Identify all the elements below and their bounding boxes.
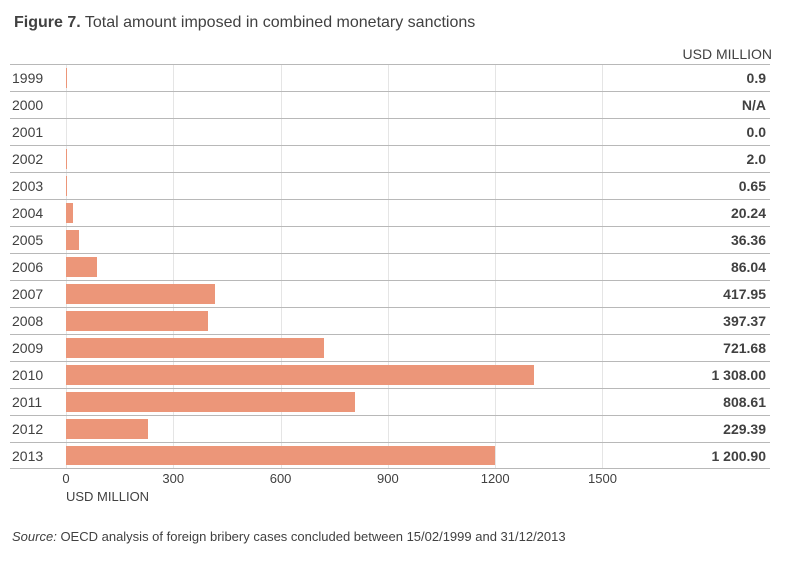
value-label: 397.37 xyxy=(674,313,770,329)
year-label: 2007 xyxy=(10,286,66,302)
year-label: 2012 xyxy=(10,421,66,437)
bar xyxy=(66,203,73,223)
x-axis-title: USD MILLION xyxy=(66,489,149,504)
bar xyxy=(66,284,215,304)
value-label: 2.0 xyxy=(674,151,770,167)
value-label: N/A xyxy=(674,97,770,113)
bar xyxy=(66,446,495,465)
x-tick-label: 0 xyxy=(62,471,69,486)
bar-chart: 1999 0.9 2000 N/A 2001 0.0 2002 2.0 2003 0.65 2004… xyxy=(10,64,770,503)
chart-row: 1999 0.9 xyxy=(10,64,770,91)
value-label: 0.65 xyxy=(674,178,770,194)
chart-row: 2010 1 308.00 xyxy=(10,361,770,388)
figure-number: Figure 7. xyxy=(14,14,81,31)
value-label: 808.61 xyxy=(674,394,770,410)
value-label: 417.95 xyxy=(674,286,770,302)
year-label: 2010 xyxy=(10,367,66,383)
bar-track xyxy=(66,254,674,280)
chart-row: 2002 2.0 xyxy=(10,145,770,172)
chart-row: 2011 808.61 xyxy=(10,388,770,415)
bar-track xyxy=(66,65,674,91)
value-label: 36.36 xyxy=(674,232,770,248)
bar-track xyxy=(66,92,674,118)
year-label: 2004 xyxy=(10,205,66,221)
bar xyxy=(66,149,67,169)
bar xyxy=(66,419,148,439)
chart-row: 2005 36.36 xyxy=(10,226,770,253)
bar-track xyxy=(66,308,674,334)
bar-track xyxy=(66,173,674,199)
x-tick-label: 1500 xyxy=(588,471,617,486)
year-label: 2008 xyxy=(10,313,66,329)
year-label: 2002 xyxy=(10,151,66,167)
bar xyxy=(66,365,534,385)
chart-row: 2004 20.24 xyxy=(10,199,770,226)
bar-track xyxy=(66,281,674,307)
bar xyxy=(66,338,324,358)
source-note: Source: OECD analysis of foreign bribery… xyxy=(10,529,776,544)
chart-row: 2012 229.39 xyxy=(10,415,770,442)
value-label: 0.0 xyxy=(674,124,770,140)
year-label: 2001 xyxy=(10,124,66,140)
chart-row: 2000 N/A xyxy=(10,91,770,118)
source-prefix: Source: xyxy=(12,529,57,544)
x-tick-label: 1200 xyxy=(481,471,510,486)
value-label: 86.04 xyxy=(674,259,770,275)
bar xyxy=(66,230,79,250)
bar xyxy=(66,257,97,277)
chart-row: 2001 0.0 xyxy=(10,118,770,145)
source-text: OECD analysis of foreign bribery cases c… xyxy=(60,529,565,544)
bar-track xyxy=(66,389,674,415)
bar-track xyxy=(66,362,674,388)
bar xyxy=(66,311,208,331)
chart-row: 2003 0.65 xyxy=(10,172,770,199)
bar xyxy=(66,392,355,412)
chart-row: 2007 417.95 xyxy=(10,280,770,307)
units-header: USD MILLION xyxy=(10,46,776,62)
chart-row: 2008 397.37 xyxy=(10,307,770,334)
value-label: 721.68 xyxy=(674,340,770,356)
value-label: 1 308.00 xyxy=(674,367,770,383)
x-tick-label: 600 xyxy=(270,471,292,486)
bar-track xyxy=(66,443,674,468)
bar-track xyxy=(66,146,674,172)
bar-track xyxy=(66,119,674,145)
x-tick-label: 300 xyxy=(162,471,184,486)
value-label: 20.24 xyxy=(674,205,770,221)
year-label: 2009 xyxy=(10,340,66,356)
year-label: 2011 xyxy=(10,394,66,410)
bar-track xyxy=(66,200,674,226)
chart-row: 2009 721.68 xyxy=(10,334,770,361)
year-label: 1999 xyxy=(10,70,66,86)
x-axis: 0 300 600 900 1200 1500 USD MILLION xyxy=(10,471,770,503)
year-label: 2013 xyxy=(10,448,66,464)
chart-row: 2013 1 200.90 xyxy=(10,442,770,469)
bar-track xyxy=(66,335,674,361)
value-label: 229.39 xyxy=(674,421,770,437)
year-label: 2003 xyxy=(10,178,66,194)
figure-title: Figure 7. Total amount imposed in combin… xyxy=(10,14,776,32)
year-label: 2006 xyxy=(10,259,66,275)
x-tick-label: 900 xyxy=(377,471,399,486)
chart-row: 2006 86.04 xyxy=(10,253,770,280)
bar-track xyxy=(66,416,674,442)
value-label: 1 200.90 xyxy=(674,448,770,464)
year-label: 2000 xyxy=(10,97,66,113)
year-label: 2005 xyxy=(10,232,66,248)
bar-track xyxy=(66,227,674,253)
value-label: 0.9 xyxy=(674,70,770,86)
figure-title-text: Total amount imposed in combined monetar… xyxy=(85,14,475,31)
